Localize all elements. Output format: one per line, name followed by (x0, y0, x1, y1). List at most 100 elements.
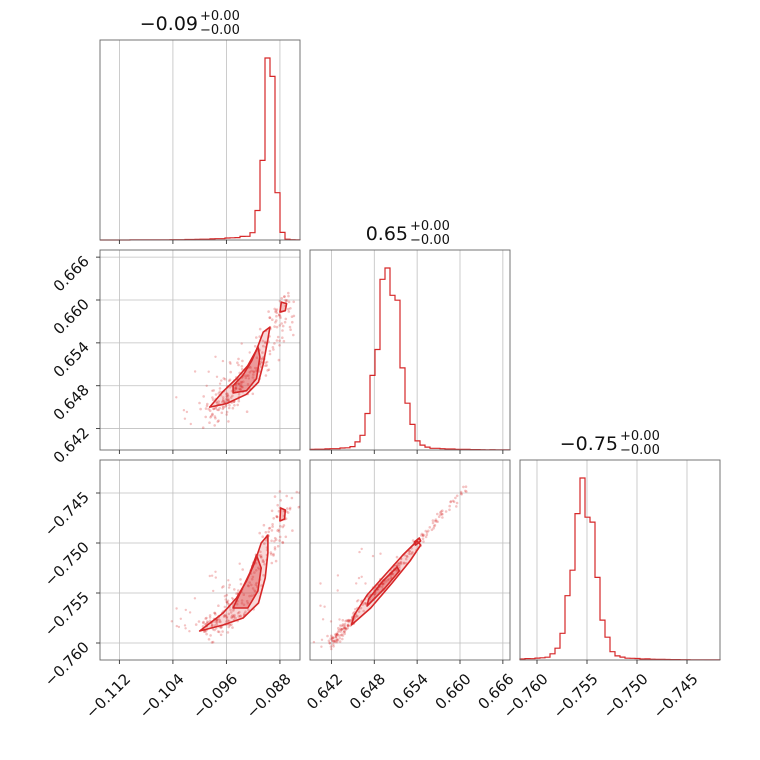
sample-point (217, 392, 220, 395)
sample-point (242, 380, 245, 384)
sample-point (448, 504, 452, 508)
sample-point (339, 627, 342, 630)
sample-point (240, 367, 244, 371)
sample-point (330, 634, 333, 638)
sample-point (291, 529, 294, 532)
sample-point (270, 529, 274, 532)
sample-point (347, 619, 350, 623)
y-tick-label: −0.750 (41, 538, 93, 590)
sample-point (411, 551, 414, 554)
sample-point (444, 510, 448, 513)
sample-point (241, 359, 244, 363)
sample-point (202, 630, 206, 633)
sample-point (213, 424, 216, 427)
sample-point (395, 564, 399, 567)
sample-point (225, 410, 229, 414)
sample-point (248, 594, 251, 598)
sample-point (247, 608, 250, 612)
sample-point (184, 608, 187, 612)
sample-point (295, 490, 299, 494)
sample-point (218, 390, 222, 394)
sample-point (268, 352, 272, 356)
sample-point (290, 315, 294, 319)
sample-point (408, 550, 412, 553)
sample-point (228, 624, 232, 627)
sample-point (225, 413, 228, 416)
sample-point (258, 554, 261, 557)
sample-point (210, 414, 213, 418)
sample-point (272, 348, 275, 351)
sample-point (247, 374, 250, 377)
sample-point (279, 524, 282, 528)
sample-point (236, 611, 240, 615)
sample-point (215, 619, 218, 622)
panel-frame (99, 459, 301, 661)
sample-point (399, 562, 403, 566)
sample-point (355, 615, 359, 618)
sample-point (351, 612, 355, 615)
sample-point (213, 415, 217, 418)
sample-point (336, 633, 339, 636)
sample-point (237, 392, 241, 396)
sample-point (357, 599, 360, 602)
sample-point (226, 393, 230, 397)
sample-point (334, 633, 337, 636)
x-tick-label: 0.660 (432, 670, 475, 713)
sample-point (224, 613, 227, 617)
sample-point (282, 524, 286, 527)
sample-point (246, 584, 250, 587)
sample-point (251, 376, 255, 379)
sample-point (188, 630, 191, 633)
sample-point (336, 633, 339, 636)
sample-point (221, 359, 225, 363)
sample-point (237, 357, 240, 361)
sample-point (364, 602, 368, 606)
sample-point (239, 384, 242, 388)
sample-point (239, 384, 243, 388)
sample-point (287, 294, 290, 298)
sample-point (216, 420, 220, 423)
sample-point (245, 599, 249, 603)
hist-panel-1: 0.65 +0.00−0.00 (309, 219, 511, 454)
sample-point (284, 535, 288, 539)
sample-point (272, 554, 275, 557)
sample-point (264, 361, 267, 365)
sample-point (331, 639, 335, 643)
sample-point (260, 584, 263, 587)
sample-point (250, 369, 253, 373)
sample-point (225, 392, 229, 395)
sample-point (273, 495, 277, 498)
sample-point (221, 399, 225, 403)
sample-point (223, 614, 226, 617)
sample-point (277, 528, 281, 532)
sample-point (230, 615, 234, 618)
param-title-err-minus: −0.00 (410, 233, 450, 248)
sample-point (214, 393, 218, 396)
sample-point (283, 320, 287, 324)
sample-point (236, 403, 239, 407)
sample-point (255, 356, 259, 360)
sample-point (224, 404, 228, 407)
sample-point (347, 620, 350, 624)
sample-point (336, 589, 339, 592)
contour-inner (366, 566, 401, 607)
sample-point (267, 530, 271, 534)
sample-point (234, 387, 238, 391)
sample-point (230, 623, 233, 626)
sample-point (437, 515, 441, 518)
sample-point (204, 617, 207, 620)
sample-point (217, 630, 221, 634)
x-tick-label: −0.755 (550, 670, 602, 722)
sample-point (386, 578, 390, 582)
sample-point (225, 394, 228, 398)
sample-point (345, 627, 348, 631)
sample-point (343, 622, 347, 626)
sample-point (319, 582, 322, 585)
sample-point (347, 618, 351, 622)
sample-point (427, 529, 430, 533)
sample-point (420, 532, 424, 536)
sample-point (332, 640, 336, 643)
sample-point (210, 574, 214, 577)
sample-point (381, 582, 384, 586)
sample-point (261, 339, 265, 343)
